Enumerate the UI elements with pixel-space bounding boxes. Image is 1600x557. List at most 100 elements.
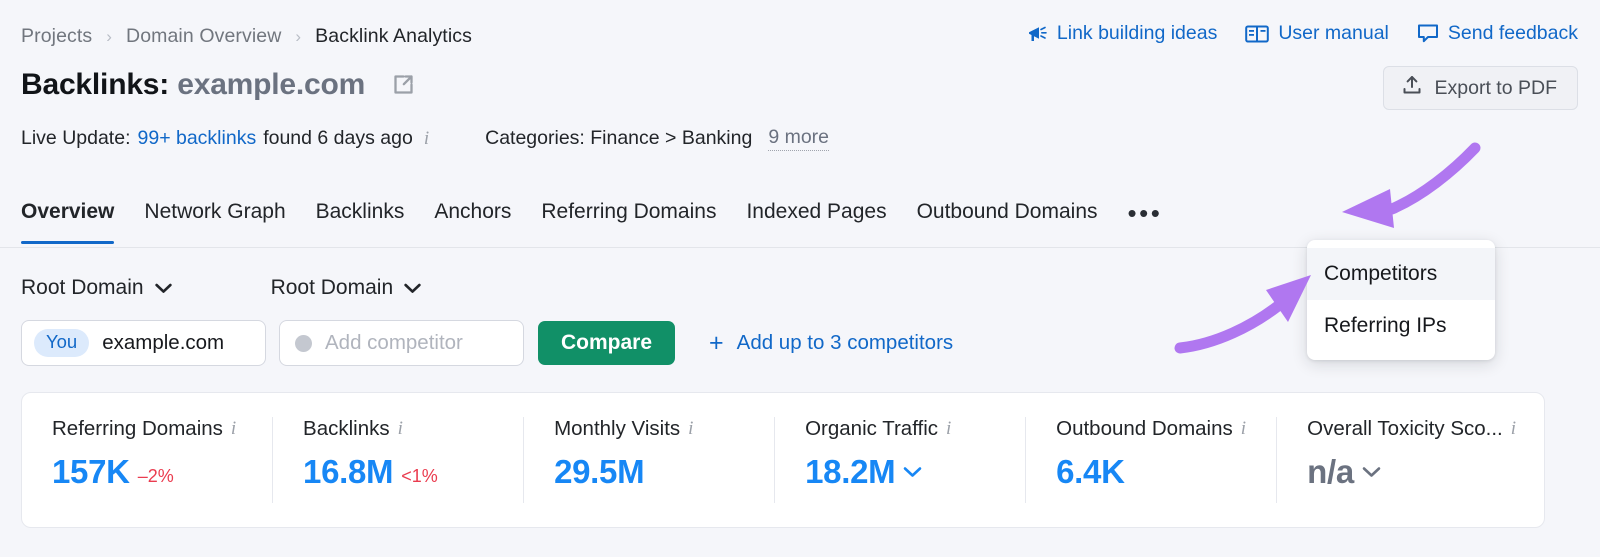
scope-selector-own[interactable]: Root Domain (21, 276, 172, 300)
breadcrumb-item-backlink-analytics: Backlink Analytics (315, 25, 472, 47)
metric-label: Outbound Domains i (1056, 417, 1248, 441)
tab-referring-domains[interactable]: Referring Domains (541, 200, 717, 223)
export-to-pdf-label: Export to PDF (1434, 76, 1557, 99)
external-link-icon[interactable] (391, 72, 416, 102)
link-building-ideas-label: Link building ideas (1056, 22, 1218, 44)
metric-label: Monthly Visits i (554, 417, 746, 441)
categories-label: Categories: Finance > Banking (485, 127, 753, 149)
scope-selector-competitor-label: Root Domain (270, 276, 394, 299)
tab-indexed-pages[interactable]: Indexed Pages (746, 200, 887, 223)
metrics-card: Referring Domains i 157K –2% Backlinks i… (21, 392, 1545, 528)
breadcrumb-item-projects[interactable]: Projects (21, 25, 93, 47)
metric-value: 18.2M (805, 453, 896, 490)
page-title: Backlinks: example.com (21, 68, 365, 102)
metric-outbound-domains[interactable]: Outbound Domains i 6.4K (1026, 417, 1278, 503)
link-building-ideas-link[interactable]: Link building ideas (1026, 22, 1217, 45)
chevron-down-icon (404, 276, 421, 300)
categories-more-link[interactable]: 9 more (768, 126, 830, 151)
export-to-pdf-button[interactable]: Export to PDF (1382, 66, 1578, 110)
upload-icon (1401, 74, 1423, 102)
live-update-suffix: found 6 days ago (263, 127, 413, 149)
header-links: Link building ideas User manual Send f (1026, 22, 1578, 45)
tab-anchors[interactable]: Anchors (434, 200, 512, 223)
live-update-label: Live Update: (21, 127, 131, 149)
compare-button[interactable]: Compare (538, 321, 676, 365)
chevron-down-icon (154, 276, 172, 300)
dropdown-item-competitors[interactable]: Competitors (1307, 248, 1495, 300)
metric-label-text: Outbound Domains (1056, 417, 1233, 440)
info-icon[interactable]: i (1240, 418, 1247, 439)
info-icon[interactable]: i (397, 418, 403, 439)
scope-selector-own-label: Root Domain (21, 276, 144, 299)
tabs-more-icon[interactable]: ••• (1127, 198, 1163, 228)
metric-label: Backlinks i (303, 417, 495, 441)
plus-icon: + (709, 328, 724, 357)
live-update-group: Live Update: 99+ backlinks found 6 days … (21, 127, 429, 150)
own-domain-input[interactable]: You example.com (21, 320, 266, 366)
metric-value-row: 157K –2% (52, 455, 244, 488)
you-badge: You (34, 329, 90, 357)
tab-overview[interactable]: Overview (21, 196, 115, 244)
metric-backlinks[interactable]: Backlinks i 16.8M <1% (273, 417, 525, 503)
megaphone-icon (1026, 23, 1048, 45)
metric-label: Referring Domains i (52, 417, 244, 441)
competitor-input[interactable]: Add competitor (279, 320, 524, 366)
breadcrumb-separator: › (106, 27, 113, 46)
user-manual-link[interactable]: User manual (1245, 22, 1389, 45)
send-feedback-link[interactable]: Send feedback (1417, 22, 1578, 45)
metric-label-text: Organic Traffic (805, 417, 939, 440)
info-icon[interactable]: i (230, 418, 237, 439)
tab-bar: Overview Network Graph Backlinks Anchors… (0, 196, 1600, 248)
compare-inputs-row: You example.com Add competitor Compare +… (21, 320, 953, 366)
arrow-to-competitors (1174, 275, 1311, 354)
breadcrumb-item-domain-overview[interactable]: Domain Overview (126, 25, 282, 47)
tab-outbound-domains[interactable]: Outbound Domains (916, 200, 1098, 223)
page-title-prefix: Backlinks: (21, 68, 170, 101)
chevron-down-icon[interactable] (1362, 465, 1381, 488)
metric-label: Overall Toxicity Sco... i (1307, 417, 1516, 441)
add-competitors-label: Add up to 3 competitors (736, 331, 954, 354)
book-icon (1245, 24, 1270, 44)
metric-value-row: 16.8M <1% (303, 455, 495, 488)
metric-value: 16.8M (303, 453, 394, 490)
meta-row: Live Update: 99+ backlinks found 6 days … (21, 126, 830, 151)
info-icon[interactable]: i (423, 127, 430, 149)
competitor-color-dot (295, 334, 312, 352)
page-title-domain: example.com (177, 68, 366, 101)
metric-delta: –2% (137, 466, 174, 486)
scope-selector-competitor[interactable]: Root Domain (271, 276, 422, 300)
metric-organic-traffic[interactable]: Organic Traffic i 18.2M (775, 417, 1027, 503)
tab-backlinks[interactable]: Backlinks (315, 200, 405, 223)
scope-selectors: Root Domain Root Domain (21, 276, 421, 300)
user-manual-label: User manual (1278, 22, 1389, 44)
info-icon[interactable]: i (1510, 418, 1517, 439)
breadcrumb-separator: › (295, 27, 302, 46)
tab-network-graph[interactable]: Network Graph (144, 200, 286, 223)
send-feedback-label: Send feedback (1447, 22, 1578, 44)
live-update-backlinks-link[interactable]: 99+ backlinks (137, 127, 257, 149)
info-icon[interactable]: i (688, 418, 694, 439)
metric-value: n/a (1307, 453, 1354, 490)
metric-value-row: n/a (1307, 455, 1516, 488)
speech-bubble-icon (1417, 23, 1439, 44)
metric-value-row: 29.5M (554, 455, 746, 488)
add-competitors-link[interactable]: + Add up to 3 competitors (709, 328, 954, 357)
metric-label-text: Overall Toxicity Sco... (1307, 417, 1503, 440)
metric-value: 29.5M (554, 453, 645, 490)
metric-label: Organic Traffic i (805, 417, 997, 441)
categories-group: Categories: Finance > Banking 9 more (485, 126, 830, 151)
metric-monthly-visits[interactable]: Monthly Visits i 29.5M (524, 417, 776, 503)
metric-value-row: 6.4K (1056, 455, 1248, 488)
metric-overall-toxicity-score[interactable]: Overall Toxicity Sco... i n/a (1277, 417, 1544, 503)
more-tabs-dropdown: Competitors Referring IPs (1307, 240, 1495, 360)
info-icon[interactable]: i (946, 418, 952, 439)
metric-label-text: Referring Domains (52, 417, 223, 440)
dropdown-item-referring-ips[interactable]: Referring IPs (1324, 314, 1447, 337)
breadcrumb: Projects › Domain Overview › Backlink An… (21, 25, 472, 48)
metric-referring-domains[interactable]: Referring Domains i 157K –2% (22, 417, 274, 503)
metric-value-row: 18.2M (805, 455, 997, 488)
metric-value: 6.4K (1056, 453, 1125, 490)
metric-label-text: Backlinks (303, 417, 390, 440)
chevron-down-icon[interactable] (903, 465, 922, 488)
